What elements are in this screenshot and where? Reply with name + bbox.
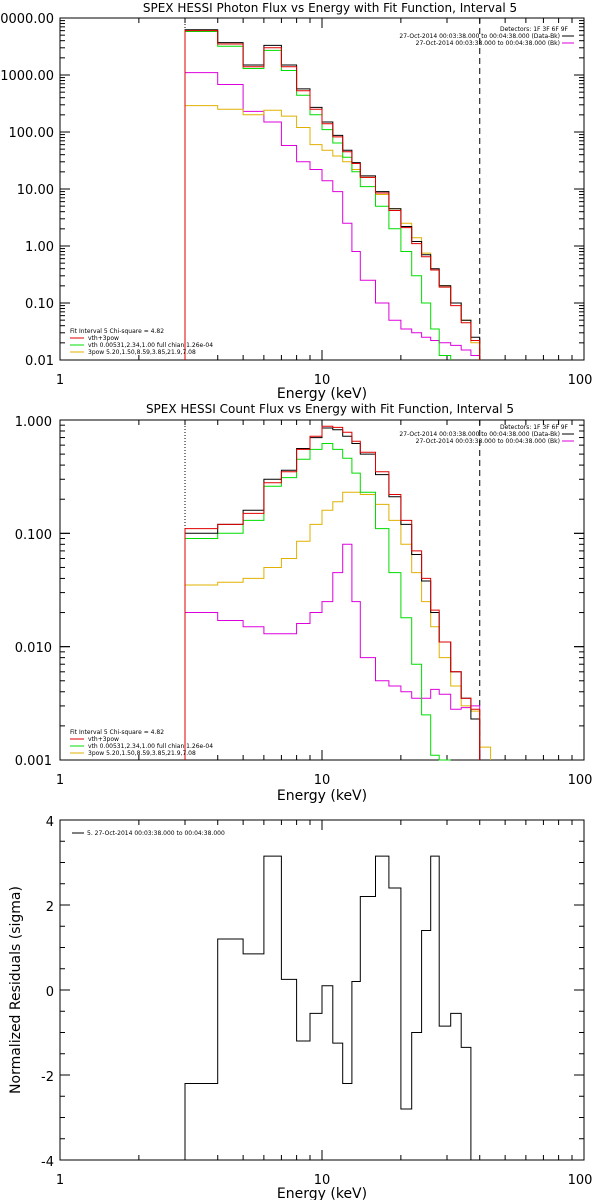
series-total-line <box>184 855 472 1160</box>
x-tick-label: 1 <box>56 1173 64 1188</box>
legend-top: Detectors: 1F 3F 6F 9F 27-Oct-2014 00:03… <box>399 26 574 47</box>
chart-title: SPEX HESSI Photon Flux vs Energy with Fi… <box>143 1 517 15</box>
x-tick-label: 10 <box>314 773 331 788</box>
y-tick-label: 0 <box>46 985 54 1000</box>
axis-ticks <box>59 419 585 761</box>
legend-entry: vth+3pow <box>88 335 119 342</box>
x-tick-label: 10 <box>314 1173 331 1188</box>
series-vth-line <box>184 31 452 360</box>
x-tick-label: 1 <box>56 373 64 388</box>
range-markers <box>184 420 481 760</box>
y-tick-label: 0.001 <box>15 754 52 769</box>
y-tick-label: 2 <box>46 900 54 915</box>
y-tick-label: -2 <box>41 1070 54 1085</box>
y-tick-label: 10000.00 <box>0 12 54 27</box>
series-group <box>184 855 472 1160</box>
x-axis-label: Energy (keV) <box>277 788 367 804</box>
legend-entry: 27-Oct-2014 00:03:38.000 to 00:04:38.000… <box>416 438 560 445</box>
y-tick-label: 10.00 <box>17 183 54 198</box>
x-tick-label: 100 <box>568 1173 593 1188</box>
series-3pow-line <box>184 491 492 760</box>
legend: 5. 27-Oct-2014 00:03:38.000 to 00:04:38.… <box>72 830 225 837</box>
plot-frame <box>59 17 585 361</box>
series-total-line <box>184 29 481 360</box>
legend-entry: vth+3pow <box>88 736 119 743</box>
series-3pow-line <box>184 105 481 360</box>
y-tick-label: 1.00 <box>25 240 54 255</box>
y-tick-label: 4 <box>46 815 54 830</box>
residuals-panel: 1 10 100 Energy (keV) Normalized Residua… <box>8 815 592 1200</box>
count-flux-panel: SPEX HESSI Count Flux vs Energy with Fit… <box>15 402 593 804</box>
y-tick-label: -4 <box>41 1155 54 1170</box>
legend-header: Fit Interval 5 Chi-square = 4.82 <box>70 328 164 335</box>
legend-entry: 3pow 5.20,1.50,8.59,3.85,21.9,7.08 <box>88 349 196 356</box>
y-tick-label: 1.000 <box>15 415 52 430</box>
series-background-line <box>184 72 481 360</box>
series-group <box>184 425 492 761</box>
y-tick-label: 0.100 <box>15 528 52 543</box>
legend-entry: 27-Oct-2014 00:03:38.000 to 00:04:38.000… <box>399 33 560 40</box>
legend-bottom: Fit Interval 5 Chi-square = 4.82 vth+3po… <box>70 729 213 757</box>
legend-top: Detectors: 1F 3F 6F 9F 27-Oct-2014 00:03… <box>399 424 574 445</box>
plot-frame <box>59 419 585 761</box>
y-tick-label: 0.01 <box>25 354 54 369</box>
y-tick-label: 1000.00 <box>0 69 54 84</box>
y-tick-label: 100.00 <box>9 126 55 141</box>
axis-ticks <box>59 819 585 1161</box>
legend-header: Detectors: 1F 3F 6F 9F <box>500 26 569 33</box>
legend-header: Detectors: 1F 3F 6F 9F <box>500 424 569 431</box>
y-axis-label: Normalized Residuals (sigma) <box>8 886 24 1094</box>
y-tick-label: 0.10 <box>25 297 54 312</box>
x-tick-label: 10 <box>314 373 331 388</box>
legend-entry: vth 0.00531,2.34,1.00 full chian 1.26e-0… <box>88 743 213 750</box>
series-vth-3pow-line <box>184 425 481 760</box>
x-tick-label: 100 <box>568 373 593 388</box>
x-axis-label: Energy (keV) <box>277 1186 367 1200</box>
x-tick-label: 100 <box>568 773 593 788</box>
x-axis-label: Energy (keV) <box>277 386 367 402</box>
legend-entry: vth 0.00531,2.34,1.00 full chian 1.26e-0… <box>88 342 213 349</box>
legend-entry: 5. 27-Oct-2014 00:03:38.000 to 00:04:38.… <box>87 830 225 837</box>
series-vth-3pow-line <box>184 30 481 360</box>
legend-entry: 27-Oct-2014 00:03:38.000 to 00:04:38.000… <box>416 40 560 47</box>
legend-entry: 3pow 5.20,1.50,8.59,3.85,21.9,7.08 <box>88 750 196 757</box>
x-tick-label: 1 <box>56 773 64 788</box>
legend-header: Fit Interval 5 Chi-square = 4.82 <box>70 729 164 736</box>
axis-ticks <box>59 17 585 361</box>
photon-flux-panel: SPEX HESSI Photon Flux vs Energy with Fi… <box>0 1 592 402</box>
series-group <box>184 29 481 360</box>
series-vth-line <box>184 443 451 761</box>
legend-entry: 27-Oct-2014 00:03:38.000 to 00:04:38.000… <box>399 431 560 438</box>
series-background-line <box>184 543 481 760</box>
legend-bottom: Fit Interval 5 Chi-square = 4.82 vth+3po… <box>70 328 213 356</box>
y-tick-label: 0.010 <box>15 641 52 656</box>
chart-title: SPEX HESSI Count Flux vs Energy with Fit… <box>146 402 514 416</box>
